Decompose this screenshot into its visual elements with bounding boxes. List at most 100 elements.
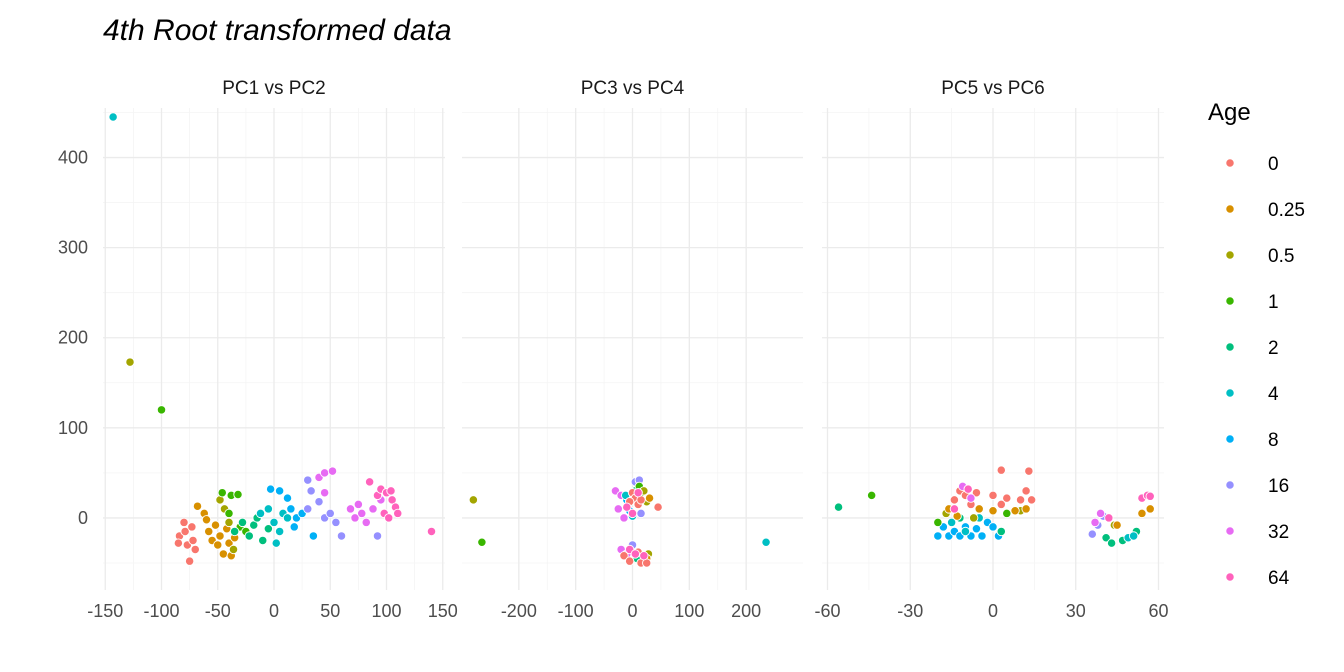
legend-key — [1225, 250, 1235, 260]
x-tick-label: 30 — [1066, 601, 1086, 621]
x-tick-label: 0 — [627, 601, 637, 621]
x-tick-label: -100 — [143, 601, 179, 621]
data-point — [477, 537, 487, 547]
data-point — [1087, 529, 1097, 539]
data-point — [949, 504, 960, 514]
data-point — [393, 508, 403, 519]
data-point — [303, 504, 313, 514]
legend-label: 32 — [1268, 522, 1289, 543]
data-point — [271, 538, 281, 548]
data-point — [201, 515, 212, 525]
data-point — [988, 522, 998, 532]
data-point — [372, 531, 383, 541]
data-point — [1002, 493, 1012, 503]
data-point — [282, 513, 293, 523]
data-point — [933, 517, 943, 528]
legend-label: 64 — [1268, 568, 1290, 589]
legend-title: Age — [1208, 99, 1251, 126]
data-point — [619, 551, 629, 561]
x-tick-label: 0 — [988, 601, 998, 621]
data-point — [384, 513, 394, 523]
data-point — [996, 499, 1006, 510]
legend-item: 0 — [1225, 154, 1279, 175]
data-point — [213, 540, 223, 550]
data-point — [625, 556, 635, 566]
data-point — [644, 493, 655, 503]
x-tick-label: 60 — [1148, 601, 1168, 621]
data-point — [639, 551, 649, 561]
data-point — [263, 524, 274, 534]
data-point — [204, 526, 214, 537]
data-point — [971, 488, 982, 498]
data-point — [1145, 491, 1155, 501]
data-point — [988, 506, 998, 516]
data-point — [125, 357, 135, 367]
data-point — [974, 504, 984, 514]
data-point — [308, 531, 319, 541]
panel-strip-label: PC1 vs PC2 — [222, 78, 325, 99]
panel-2: -200 -100 0 100 200 PC3 vs PC4 — [462, 78, 803, 621]
data-point — [325, 508, 335, 519]
panel-strip-label: PC5 vs PC6 — [941, 78, 1044, 99]
data-point — [331, 517, 341, 528]
data-point — [190, 544, 200, 555]
data-point — [761, 537, 771, 547]
data-point — [1145, 504, 1155, 514]
data-point — [833, 502, 844, 512]
data-point — [969, 513, 979, 523]
data-point — [1024, 466, 1034, 476]
x-tick-label: -60 — [815, 601, 841, 621]
data-point — [192, 501, 203, 511]
data-point — [156, 405, 167, 415]
data-point — [1010, 506, 1020, 516]
x-tick-label: -150 — [87, 601, 123, 621]
data-point — [971, 524, 982, 534]
data-point — [314, 497, 324, 507]
data-point — [303, 475, 313, 485]
data-point — [633, 488, 643, 498]
data-point — [946, 517, 957, 528]
data-point — [319, 468, 330, 478]
legend-key — [1225, 480, 1235, 490]
legend-item: 1 — [1225, 292, 1279, 313]
data-point — [357, 508, 367, 519]
data-point — [933, 531, 943, 541]
data-point — [1137, 508, 1147, 519]
data-point — [468, 495, 479, 505]
data-point — [364, 477, 375, 487]
legend-item: 64 — [1225, 568, 1290, 589]
legend-item: 2 — [1225, 338, 1279, 359]
data-point — [286, 504, 296, 514]
plot-panels: -150 -100 -50 0 50 100 150 PC1 vs PC2 -200 -100 0 1… — [87, 78, 1168, 621]
legend-label: 16 — [1268, 476, 1289, 497]
x-tick-label: 50 — [320, 601, 340, 621]
data-point — [215, 531, 225, 541]
y-tick-label: 200 — [58, 328, 88, 348]
data-point — [229, 526, 240, 537]
data-point — [963, 484, 973, 494]
data-point — [265, 484, 276, 494]
data-point — [977, 531, 987, 541]
data-point — [224, 538, 234, 548]
legend-label: 1 — [1268, 292, 1279, 313]
legend-item: 0.25 — [1225, 200, 1305, 221]
data-point — [949, 495, 960, 505]
data-point — [368, 504, 378, 514]
data-point — [269, 517, 279, 528]
data-point — [619, 513, 629, 523]
data-point — [1129, 531, 1139, 541]
data-point — [630, 549, 640, 559]
data-point — [1106, 538, 1117, 548]
data-point — [1104, 513, 1114, 523]
x-tick-label: -200 — [501, 601, 537, 621]
legend-label: 4 — [1268, 384, 1279, 405]
data-point — [263, 504, 274, 514]
data-point — [224, 517, 234, 528]
data-point — [244, 531, 254, 541]
x-tick-label: -30 — [897, 601, 923, 621]
data-point — [1021, 504, 1031, 514]
legend-key — [1225, 204, 1235, 214]
data-point — [345, 504, 356, 514]
panel-strip-label: PC3 vs PC4 — [581, 78, 685, 99]
data-point — [179, 517, 189, 528]
